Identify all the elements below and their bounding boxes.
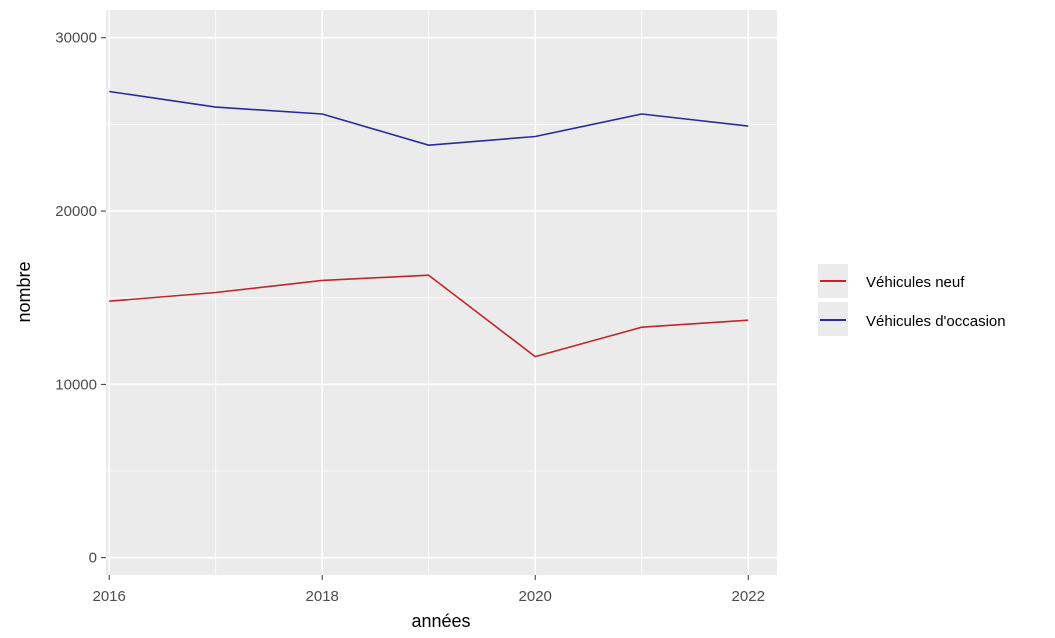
- series-line-vehicules-occasion: [109, 90, 749, 146]
- axes: 0 10000 20000 30000 2016 2018 2020 2022: [55, 30, 765, 605]
- y-tick-label: 30000: [55, 30, 97, 47]
- legend-label-vehicules-neuf: Véhicules neuf: [866, 274, 965, 291]
- series-line-vehicules-neuf: [109, 274, 749, 358]
- series-lines: [109, 90, 749, 358]
- y-tick-label: 0: [89, 550, 97, 567]
- x-tick-label: 2020: [519, 588, 552, 605]
- x-axis-title: années: [411, 611, 470, 631]
- y-axis-title: nombre: [14, 261, 34, 322]
- y-tick-label: 10000: [55, 376, 97, 393]
- x-tick-label: 2022: [732, 588, 765, 605]
- y-tick-label: 20000: [55, 203, 97, 220]
- legend-label-vehicules-occasion: Véhicules d'occasion: [866, 313, 1006, 330]
- legend: Véhicules neuf Véhicules d'occasion: [818, 264, 1006, 336]
- grid-lines: [106, 10, 777, 575]
- x-tick-label: 2018: [306, 588, 339, 605]
- x-tick-label: 2016: [93, 588, 126, 605]
